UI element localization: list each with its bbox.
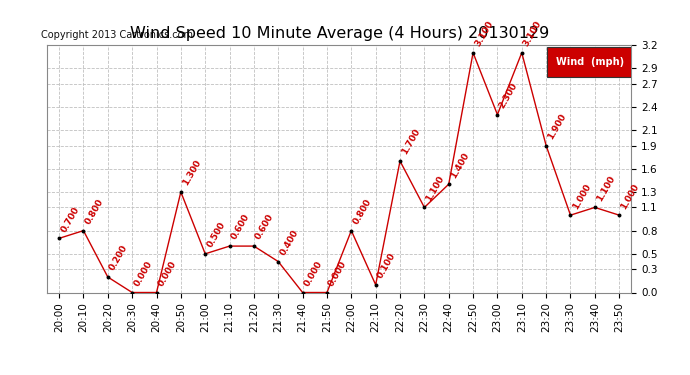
Text: 1.400: 1.400 — [448, 151, 471, 180]
Point — [273, 259, 284, 265]
Text: 3.100: 3.100 — [473, 19, 495, 48]
Text: 3.100: 3.100 — [522, 19, 544, 48]
Text: Copyright 2013 Cartronics.com: Copyright 2013 Cartronics.com — [41, 30, 193, 40]
Point — [468, 50, 479, 56]
Point — [54, 236, 65, 242]
Point — [199, 251, 210, 257]
Text: 1.900: 1.900 — [546, 112, 568, 141]
Text: 0.100: 0.100 — [375, 251, 397, 280]
Text: 1.700: 1.700 — [400, 128, 422, 156]
Point — [395, 158, 406, 164]
Text: Wind  (mph): Wind (mph) — [556, 57, 624, 68]
Text: 0.000: 0.000 — [327, 259, 348, 288]
Point — [589, 204, 600, 210]
Text: 1.000: 1.000 — [619, 182, 641, 210]
Point — [322, 290, 333, 296]
Point — [492, 112, 503, 118]
Text: 0.000: 0.000 — [132, 259, 154, 288]
Text: 0.600: 0.600 — [254, 213, 276, 242]
Text: 0.400: 0.400 — [278, 228, 300, 257]
Text: 1.300: 1.300 — [181, 159, 203, 188]
FancyBboxPatch shape — [546, 48, 634, 77]
Text: 0.000: 0.000 — [157, 259, 178, 288]
Text: 0.000: 0.000 — [303, 259, 324, 288]
Text: 1.100: 1.100 — [595, 174, 617, 203]
Point — [224, 243, 235, 249]
Point — [102, 274, 113, 280]
Point — [370, 282, 381, 288]
Point — [248, 243, 259, 249]
Point — [346, 228, 357, 234]
Text: 2.300: 2.300 — [497, 81, 520, 110]
Text: 0.200: 0.200 — [108, 244, 130, 272]
Text: 0.600: 0.600 — [230, 213, 251, 242]
Text: 1.000: 1.000 — [571, 182, 592, 210]
Point — [78, 228, 89, 234]
Point — [151, 290, 162, 296]
Point — [565, 212, 576, 218]
Point — [516, 50, 527, 56]
Point — [297, 290, 308, 296]
Text: 0.500: 0.500 — [205, 220, 227, 249]
Text: 1.100: 1.100 — [424, 174, 446, 203]
Point — [419, 204, 430, 210]
Point — [540, 142, 551, 148]
Title: Wind Speed 10 Minute Average (4 Hours) 20130129: Wind Speed 10 Minute Average (4 Hours) 2… — [130, 26, 549, 41]
Text: 0.800: 0.800 — [351, 197, 373, 226]
Point — [443, 181, 454, 187]
Point — [613, 212, 624, 218]
Text: 0.700: 0.700 — [59, 205, 81, 234]
Point — [127, 290, 138, 296]
Text: 0.800: 0.800 — [83, 197, 106, 226]
Point — [175, 189, 186, 195]
